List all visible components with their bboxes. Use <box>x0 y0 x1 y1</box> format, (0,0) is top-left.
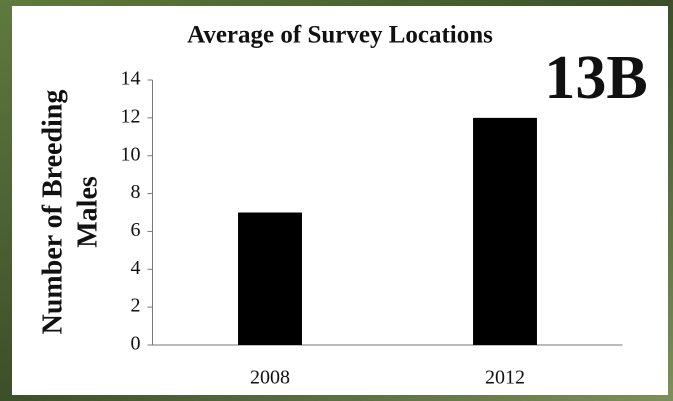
y-tick-label: 10 <box>121 143 141 165</box>
chart-title: Average of Survey Locations <box>187 22 493 49</box>
y-tick-label: 6 <box>131 219 141 241</box>
y-tick-label: 0 <box>131 333 141 355</box>
x-tick-label: 2008 <box>250 367 290 389</box>
y-tick-label: 2 <box>131 295 141 317</box>
x-tick-label: 2012 <box>485 367 525 389</box>
y-tick-label: 14 <box>121 68 141 90</box>
y-tick-label: 4 <box>131 257 141 279</box>
figure-label: 13B <box>544 44 647 112</box>
y-tick-label: 8 <box>131 181 141 203</box>
bar <box>238 212 302 345</box>
y-axis-title-line: Males <box>72 176 103 248</box>
bar <box>473 117 537 345</box>
chart-panel <box>12 6 668 395</box>
y-tick-label: 12 <box>121 105 141 127</box>
y-axis-title: Number of Breeding Males <box>37 90 103 335</box>
y-axis-title-line: Number of Breeding <box>37 90 68 335</box>
